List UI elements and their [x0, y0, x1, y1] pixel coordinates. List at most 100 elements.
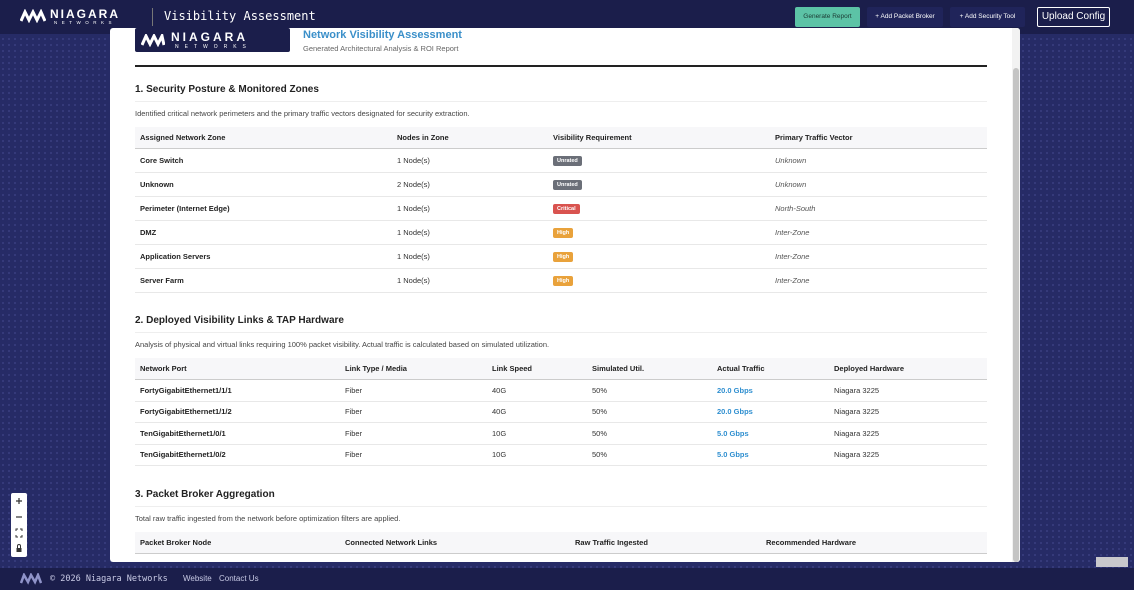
zoom-in[interactable]: [16, 498, 22, 504]
header-row: Packet Broker Node Connected Network Link…: [135, 532, 987, 554]
cell: 50%: [587, 401, 712, 423]
logo-sub: NETWORKS: [54, 20, 117, 25]
cell: 10G: [487, 444, 587, 466]
cell-text: 50%: [592, 450, 608, 460]
column-header: Recommended Hardware: [761, 532, 987, 554]
cell-text: TenGigabitEthernet1/0/2: [140, 450, 226, 460]
section-heading: 3. Packet Broker Aggregation: [135, 487, 987, 507]
cell: Unrated: [548, 172, 770, 197]
cell: Core Switch: [135, 148, 392, 173]
separator: [152, 8, 153, 26]
cell-text: 1 Node(s): [397, 156, 430, 165]
table-row: FortyGigabitEthernet1/1/2 Fiber 40G 50% 20.0…: [135, 401, 987, 423]
cell: 20.0 Gbps: [712, 379, 829, 402]
scroll-thumb[interactable]: [1013, 68, 1019, 562]
cell: Fiber: [340, 422, 487, 445]
logo-text: NIAGARA: [50, 7, 120, 21]
cell-text: Core Switch: [140, 156, 184, 165]
badge: Critical: [553, 204, 580, 214]
column-header: Raw Traffic Ingested: [570, 532, 761, 554]
cell-text: 40G: [492, 385, 507, 395]
generate-button[interactable]: Generate Report: [795, 7, 860, 27]
table-row: FortyGigabitEthernet1/1/1 Fiber 40G 50% 20.0…: [135, 379, 987, 402]
zoom-controls: [11, 493, 27, 557]
header-row: Network Port Link Type / Media Link Speed S…: [135, 358, 987, 380]
column-header: Packet Broker Node: [135, 532, 340, 554]
report-modal: NIAGARA NETWORKS Network Visibility Asse…: [110, 28, 1020, 562]
column-header: Assigned Network Zone: [135, 127, 392, 149]
cell-text: 1 Node(s): [397, 204, 430, 213]
add-broker-button[interactable]: + Add Packet Broker: [867, 7, 943, 27]
upload-button[interactable]: Upload Config: [1037, 7, 1110, 27]
column-header: Deployed Hardware: [829, 358, 987, 380]
cell: Unknown: [770, 148, 987, 173]
cell-text: Inter-Zone: [775, 228, 810, 237]
cell-text: North-South: [775, 204, 816, 213]
fit-view[interactable]: [15, 528, 23, 538]
cell: Unknown: [770, 172, 987, 197]
data-table: Packet Broker Node Connected Network Link…: [135, 532, 987, 554]
section-heading: 1. Security Posture & Monitored Zones: [135, 82, 987, 102]
cell: FortyGigabitEthernet1/1/2: [135, 401, 340, 423]
footer: © 2026 Niagara Networks Website Contact …: [0, 568, 1134, 590]
cell: 10G: [487, 422, 587, 445]
cell-text: 1 Node(s): [397, 228, 430, 237]
section: 2. Deployed Visibility Links & TAP Hardw…: [135, 313, 987, 466]
scrollbar: [1012, 28, 1020, 562]
lock[interactable]: [16, 548, 22, 552]
cell: Fiber: [340, 444, 487, 466]
cell-text: TenGigabitEthernet1/0/1: [140, 428, 226, 438]
app-title: Visibility Assessment: [164, 9, 316, 23]
cell-text: 20.0 Gbps: [717, 407, 753, 417]
cell: 1 Node(s): [392, 268, 548, 293]
cell: Unrated: [548, 148, 770, 173]
cell: 20.0 Gbps: [712, 401, 829, 423]
cell-text: Inter-Zone: [775, 252, 810, 261]
divider: [135, 65, 987, 67]
column-header: Actual Traffic: [712, 358, 829, 380]
logo-sub: NETWORKS: [175, 44, 252, 50]
cell-text: 20.0 Gbps: [717, 385, 753, 395]
cell-text: Fiber: [345, 407, 363, 417]
section-description: Identified critical network perimeters a…: [135, 109, 470, 118]
cell: 40G: [487, 379, 587, 402]
cell-text: Niagara 3225: [834, 428, 880, 438]
cell: High: [548, 268, 770, 293]
add-tool-button[interactable]: + Add Security Tool: [950, 7, 1025, 27]
cell: 1 Node(s): [392, 220, 548, 245]
column-header: Nodes in Zone: [392, 127, 548, 149]
cell: North-South: [770, 196, 987, 221]
cell-text: Unknown: [140, 180, 174, 189]
cell-text: Niagara 3225: [834, 450, 880, 460]
table-row: DMZ 1 Node(s) High Inter-Zone: [135, 220, 987, 245]
report-logo: NIAGARA NETWORKS: [135, 28, 290, 52]
section: 3. Packet Broker Aggregation Total raw tr…: [135, 487, 987, 554]
table-row: TenGigabitEthernet1/0/2 Fiber 10G 50% 5.0 Gb…: [135, 444, 987, 466]
cell-text: 5.0 Gbps: [717, 428, 749, 438]
section-description: Analysis of physical and virtual links r…: [135, 340, 550, 349]
header-row: Assigned Network Zone Nodes in Zone Visibi…: [135, 127, 987, 149]
cell: 50%: [587, 422, 712, 445]
zoom-icons: [15, 498, 23, 552]
section: 1. Security Posture & Monitored Zones Ide…: [135, 82, 987, 293]
cell: Niagara 3225: [829, 422, 987, 445]
cell-text: DMZ: [140, 228, 157, 237]
footer-link[interactable]: Contact Us: [219, 574, 259, 583]
logo-icon: [141, 34, 165, 47]
badge: High: [553, 252, 574, 262]
cell: 5.0 Gbps: [712, 444, 829, 466]
footer-link[interactable]: Website: [183, 574, 212, 583]
cell-text: FortyGigabitEthernet1/1/1: [140, 385, 232, 395]
cell: Inter-Zone: [770, 244, 987, 269]
cell-text: Unknown: [775, 180, 807, 189]
cell-text: Fiber: [345, 450, 363, 460]
cell-text: Server Farm: [140, 276, 184, 285]
cell-text: Unknown: [775, 156, 807, 165]
cell: Critical: [548, 196, 770, 221]
cell-text: 1 Node(s): [397, 252, 430, 261]
cell: Fiber: [340, 401, 487, 423]
cell: FortyGigabitEthernet1/1/1: [135, 379, 340, 402]
logo-text: NIAGARA: [171, 30, 248, 44]
cell: High: [548, 220, 770, 245]
